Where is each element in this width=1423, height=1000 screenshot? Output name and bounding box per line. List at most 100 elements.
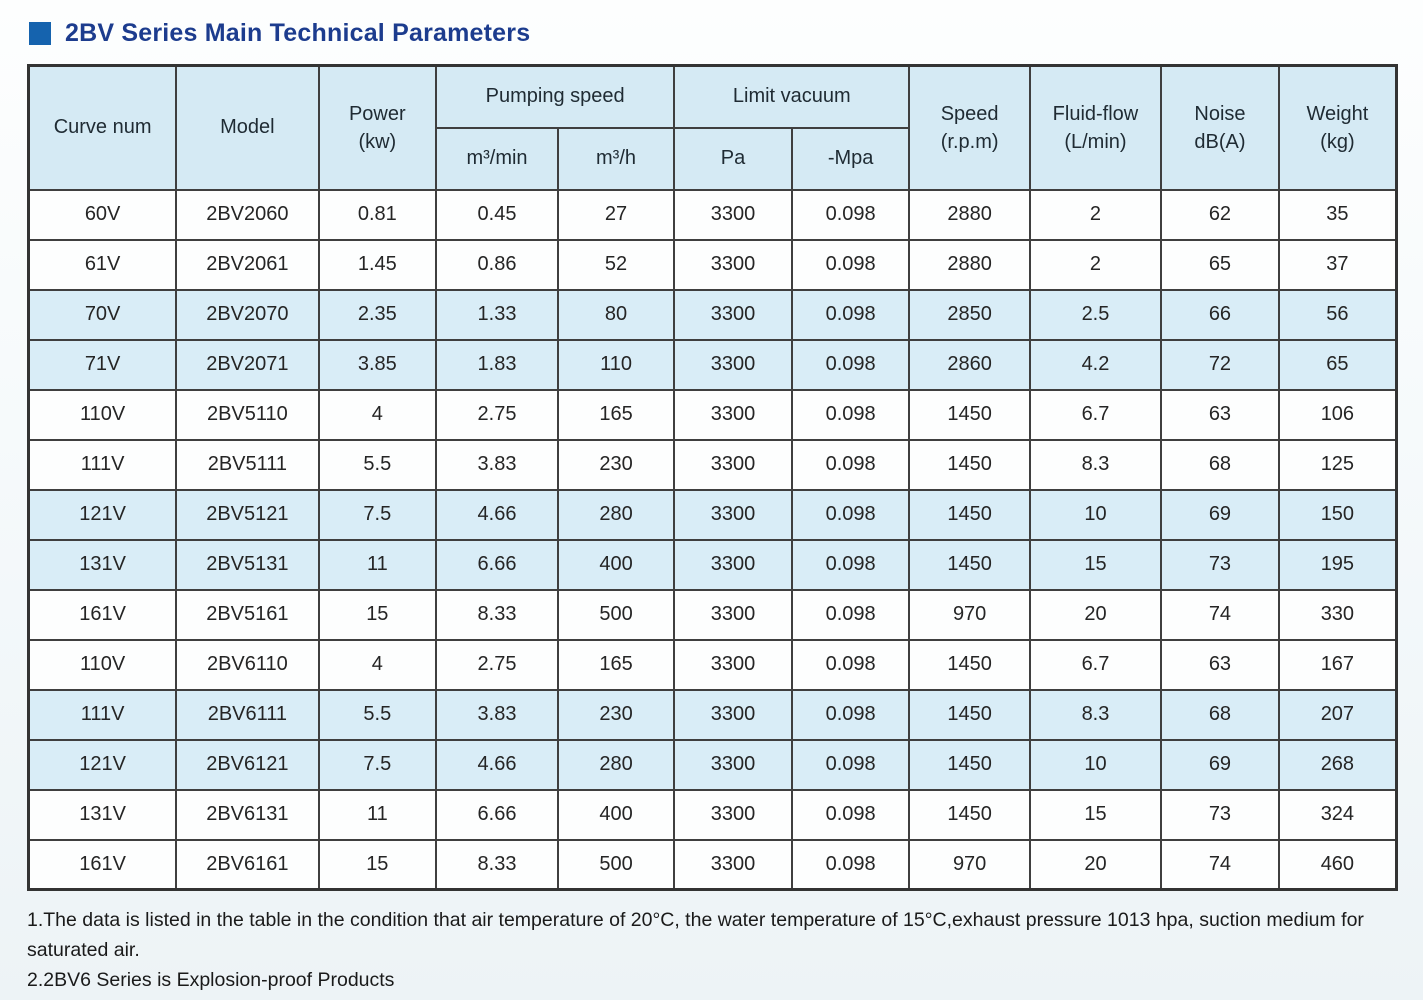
col-header-weight-line1: Weight [1306, 102, 1369, 125]
cell-fluid: 20 [1028, 588, 1163, 641]
cell-power: 3.85 [317, 338, 438, 391]
cell-m3min: 4.66 [435, 738, 559, 791]
cell-noise: 73 [1160, 538, 1280, 591]
cell-mpa: 0.098 [790, 438, 911, 491]
cell-power: 11 [317, 538, 438, 591]
cell-fluid: 6.7 [1028, 388, 1163, 441]
table-row: 110V 2BV6110 4 2.75 165 3300 0.098 1450 6.7 63 167 [27, 638, 1398, 691]
cell-power: 5.5 [317, 688, 438, 741]
footnote-2: 2.2BV6 Series is Explosion-proof Product… [27, 969, 395, 992]
table-row: 61V 2BV2061 1.45 0.86 52 3300 0.098 2880 2 65 37 [27, 238, 1398, 291]
cell-fluid: 20 [1028, 838, 1163, 891]
cell-m3h: 280 [556, 488, 676, 541]
table-row: 131V 2BV6131 11 6.66 400 3300 0.098 1450 15 73 324 [27, 788, 1398, 841]
cell-noise: 62 [1160, 188, 1280, 241]
cell-curve: 70V [27, 288, 178, 341]
col-subheader-m3min: m³/min [435, 126, 559, 191]
cell-m3min: 0.45 [435, 188, 559, 241]
table-row: 111V 2BV5111 5.5 3.83 230 3300 0.098 1450 8.3 68 1… [27, 438, 1398, 491]
cell-mpa: 0.098 [790, 238, 911, 291]
cell-m3h: 230 [556, 688, 676, 741]
cell-pa: 3300 [673, 188, 793, 241]
table-row: 161V 2BV6161 15 8.33 500 3300 0.098 970 20 74 460 [27, 838, 1398, 891]
cell-pa: 3300 [673, 338, 793, 391]
cell-pa: 3300 [673, 488, 793, 541]
section-title-bar: 2BV Series Main Technical Parameters [29, 16, 1398, 50]
cell-m3min: 8.33 [435, 838, 559, 891]
table-row: 121V 2BV6121 7.5 4.66 280 3300 0.098 1450 10 69 26… [27, 738, 1398, 791]
footnotes: 1.The data is listed in the table in the… [27, 905, 1412, 996]
cell-speed: 1450 [908, 438, 1031, 491]
footnote-1: 1.The data is listed in the table in the… [27, 909, 1364, 962]
table-row: 71V 2BV2071 3.85 1.83 110 3300 0.098 2860 4.2 72 6… [27, 338, 1398, 391]
cell-mpa: 0.098 [790, 688, 911, 741]
cell-m3h: 400 [556, 538, 676, 591]
cell-weight: 167 [1277, 638, 1398, 691]
cell-weight: 330 [1277, 588, 1398, 641]
cell-fluid: 6.7 [1028, 638, 1163, 691]
cell-speed: 970 [908, 588, 1031, 641]
cell-fluid: 4.2 [1028, 338, 1163, 391]
cell-power: 4 [317, 388, 438, 441]
cell-weight: 268 [1277, 738, 1398, 791]
col-header-weight: Weight (kg) [1277, 64, 1398, 191]
cell-pa: 3300 [673, 438, 793, 491]
cell-m3h: 80 [556, 288, 676, 341]
cell-power: 4 [317, 638, 438, 691]
cell-weight: 106 [1277, 388, 1398, 441]
cell-mpa: 0.098 [790, 538, 911, 591]
cell-pa: 3300 [673, 638, 793, 691]
blue-square-bullet-icon [29, 21, 51, 45]
cell-m3h: 500 [556, 588, 676, 641]
cell-model: 2BV5110 [175, 388, 320, 441]
technical-parameters-table: Curve num Model Power (kw) Pumping speed… [27, 64, 1398, 891]
cell-curve: 121V [27, 738, 178, 791]
col-header-noise: Noise dB(A) [1160, 64, 1280, 191]
cell-curve: 111V [27, 438, 178, 491]
col-header-fluid-flow-line1: Fluid-flow [1052, 102, 1139, 125]
cell-pa: 3300 [673, 538, 793, 591]
cell-fluid: 8.3 [1028, 688, 1163, 741]
cell-weight: 125 [1277, 438, 1398, 491]
cell-weight: 65 [1277, 338, 1398, 391]
cell-mpa: 0.098 [790, 338, 911, 391]
cell-m3min: 4.66 [435, 488, 559, 541]
cell-m3min: 2.75 [435, 388, 559, 441]
cell-m3min: 8.33 [435, 588, 559, 641]
table-row: 131V 2BV5131 11 6.66 400 3300 0.098 1450 15 73 195 [27, 538, 1398, 591]
cell-weight: 56 [1277, 288, 1398, 341]
col-header-fluid-flow-line2: (L/min) [1064, 130, 1127, 153]
col-subheader-mpa: -Mpa [790, 126, 911, 191]
cell-fluid: 2 [1028, 188, 1163, 241]
cell-curve: 111V [27, 688, 178, 741]
cell-m3h: 230 [556, 438, 676, 491]
cell-fluid: 15 [1028, 538, 1163, 591]
cell-power: 15 [317, 838, 438, 891]
cell-curve: 131V [27, 788, 178, 841]
cell-speed: 1450 [908, 388, 1031, 441]
cell-noise: 74 [1160, 588, 1280, 641]
cell-weight: 37 [1277, 238, 1398, 291]
cell-weight: 460 [1277, 838, 1398, 891]
cell-m3min: 1.83 [435, 338, 559, 391]
cell-m3h: 400 [556, 788, 676, 841]
cell-speed: 1450 [908, 638, 1031, 691]
cell-m3h: 110 [556, 338, 676, 391]
cell-model: 2BV6161 [175, 838, 320, 891]
cell-m3h: 165 [556, 388, 676, 441]
cell-model: 2BV2061 [175, 238, 320, 291]
table-body: 60V 2BV2060 0.81 0.45 27 3300 0.098 2880 2 62 35 61… [27, 188, 1398, 891]
cell-mpa: 0.098 [790, 588, 911, 641]
cell-pa: 3300 [673, 288, 793, 341]
cell-curve: 161V [27, 838, 178, 891]
cell-m3h: 27 [556, 188, 676, 241]
cell-model: 2BV6131 [175, 788, 320, 841]
col-subheader-m3h: m³/h [556, 126, 676, 191]
cell-curve: 161V [27, 588, 178, 641]
cell-noise: 69 [1160, 488, 1280, 541]
cell-pa: 3300 [673, 388, 793, 441]
cell-pa: 3300 [673, 838, 793, 891]
cell-power: 1.45 [317, 238, 438, 291]
col-header-power-line1: Power [348, 102, 406, 125]
